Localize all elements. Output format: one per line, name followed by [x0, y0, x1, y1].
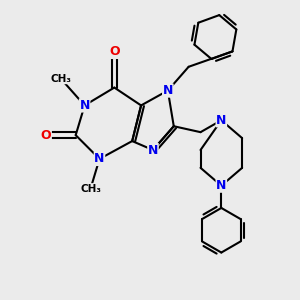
Text: N: N: [163, 84, 173, 97]
Text: N: N: [216, 179, 226, 192]
Text: N: N: [94, 152, 105, 165]
Text: O: O: [109, 45, 120, 58]
Text: N: N: [148, 143, 158, 157]
Text: CH₃: CH₃: [80, 184, 101, 194]
Text: N: N: [80, 99, 90, 112]
Text: O: O: [41, 129, 51, 142]
Text: N: N: [216, 114, 226, 127]
Text: CH₃: CH₃: [50, 74, 71, 84]
